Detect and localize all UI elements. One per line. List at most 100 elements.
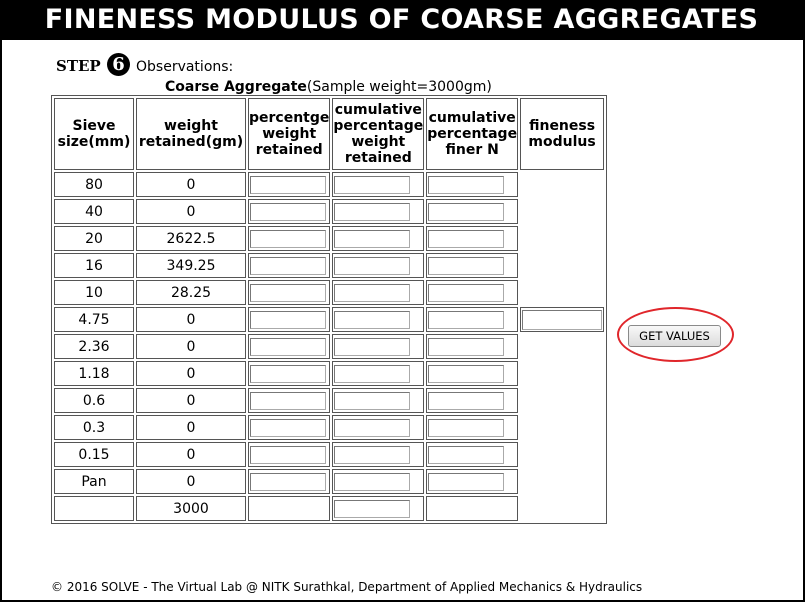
cumulative-retained-input[interactable] [334, 256, 411, 275]
sieve-size-cell: Pan [54, 469, 134, 494]
sieve-size-cell: 0.15 [54, 442, 134, 467]
sieve-size-cell: 10 [54, 280, 134, 305]
table-row: 4.75 0 [54, 307, 605, 332]
total-cumulative-input[interactable] [334, 499, 411, 518]
total-weight-cell: 3000 [136, 496, 246, 521]
cumulative-finer-input[interactable] [428, 283, 505, 302]
sieve-size-cell: 2.36 [54, 334, 134, 359]
percent-retained-cell [248, 469, 331, 494]
cumulative-finer-input[interactable] [428, 229, 505, 248]
cumulative-retained-cell [332, 361, 425, 386]
percent-retained-cell [248, 199, 331, 224]
cumulative-retained-input[interactable] [334, 175, 411, 194]
percent-retained-cell [248, 388, 331, 413]
table-row: 80 0 [54, 172, 604, 197]
weight-retained-cell: 28.25 [136, 280, 246, 305]
cumulative-finer-cell [426, 253, 519, 278]
cumulative-retained-input[interactable] [334, 445, 411, 464]
cumulative-retained-cell [332, 415, 425, 440]
weight-retained-cell: 0 [136, 415, 246, 440]
fineness-modulus-cell [520, 307, 605, 332]
cumulative-finer-cell [426, 226, 519, 251]
percent-retained-input[interactable] [250, 391, 326, 410]
cumulative-retained-input[interactable] [334, 229, 411, 248]
table-row: 20 2622.5 [54, 226, 604, 251]
step-label: STEP [56, 57, 101, 75]
sieve-size-cell: 40 [54, 199, 134, 224]
sieve-size-cell: 16 [54, 253, 134, 278]
cumulative-retained-input[interactable] [334, 418, 411, 437]
cumulative-finer-input[interactable] [428, 391, 505, 410]
percent-retained-input[interactable] [250, 202, 326, 221]
total-percent-cell [248, 496, 331, 521]
cumulative-retained-cell [332, 172, 425, 197]
cumulative-retained-input[interactable] [334, 472, 411, 491]
percent-retained-cell [248, 442, 331, 467]
observation-table: Sieve size(mm) weight retained(gm) percent… [51, 95, 608, 524]
percent-retained-input[interactable] [250, 418, 326, 437]
caption-bold: Coarse Aggregate [165, 79, 307, 95]
table-caption: Coarse Aggregate(Sample weight=3000gm) [165, 79, 492, 95]
get-values-button[interactable]: GET VALUES [628, 325, 721, 347]
percent-retained-input[interactable] [250, 283, 326, 302]
percent-retained-input[interactable] [250, 445, 326, 464]
cumulative-finer-input[interactable] [428, 364, 505, 383]
percent-retained-cell [248, 361, 331, 386]
table-row: 0.3 0 [54, 415, 604, 440]
table-row: 0.15 0 [54, 442, 604, 467]
weight-retained-cell: 0 [136, 442, 246, 467]
fm-spacer-bottom [520, 334, 604, 521]
cumulative-retained-input[interactable] [334, 337, 411, 356]
header-cumulative-weight-retained: cumulative percentage weight retained [332, 98, 425, 170]
percent-retained-cell [248, 172, 331, 197]
cumulative-finer-cell [426, 172, 519, 197]
percent-retained-input[interactable] [250, 472, 326, 491]
footer-copyright: © 2016 SOLVE - The Virtual Lab @ NITK Su… [51, 580, 643, 594]
cumulative-finer-input[interactable] [428, 175, 505, 194]
weight-retained-cell: 0 [136, 361, 246, 386]
cumulative-finer-input[interactable] [428, 445, 505, 464]
cumulative-finer-input[interactable] [428, 337, 505, 356]
cumulative-retained-input[interactable] [334, 283, 411, 302]
caption-rest: (Sample weight=3000gm) [306, 79, 492, 95]
cumulative-retained-input[interactable] [334, 310, 411, 329]
cumulative-retained-input[interactable] [334, 391, 411, 410]
cumulative-retained-cell [332, 469, 425, 494]
cumulative-retained-input[interactable] [334, 202, 411, 221]
cumulative-retained-cell [332, 253, 425, 278]
cumulative-finer-cell [426, 361, 519, 386]
observations-label: Observations: [136, 59, 234, 75]
cumulative-finer-cell [426, 280, 519, 305]
cumulative-finer-cell [426, 307, 519, 332]
table-row: 0.6 0 [54, 388, 604, 413]
sieve-size-cell: 0.6 [54, 388, 134, 413]
percent-retained-input[interactable] [250, 364, 326, 383]
cumulative-finer-cell [426, 388, 519, 413]
cumulative-finer-input[interactable] [428, 256, 505, 275]
percent-retained-cell [248, 226, 331, 251]
cumulative-retained-input[interactable] [334, 364, 411, 383]
fineness-modulus-input[interactable] [522, 309, 603, 330]
cumulative-finer-input[interactable] [428, 310, 505, 329]
weight-retained-cell: 349.25 [136, 253, 246, 278]
sieve-size-cell: 1.18 [54, 361, 134, 386]
percent-retained-cell [248, 253, 331, 278]
percent-retained-input[interactable] [250, 229, 326, 248]
table-total-row: 3000 [54, 496, 604, 521]
percent-retained-input[interactable] [250, 175, 326, 194]
cumulative-retained-cell [332, 334, 425, 359]
cumulative-retained-cell [332, 307, 425, 332]
header-sieve-size: Sieve size(mm) [54, 98, 134, 170]
table-row: 2.36 0 [54, 334, 604, 359]
sieve-size-cell: 80 [54, 172, 134, 197]
percent-retained-input[interactable] [250, 337, 326, 356]
cumulative-finer-input[interactable] [428, 418, 505, 437]
sieve-size-cell: 0.3 [54, 415, 134, 440]
percent-retained-input[interactable] [250, 256, 326, 275]
cumulative-finer-input[interactable] [428, 472, 505, 491]
cumulative-finer-input[interactable] [428, 202, 505, 221]
cumulative-retained-cell [332, 199, 425, 224]
percent-retained-cell [248, 334, 331, 359]
percent-retained-input[interactable] [250, 310, 326, 329]
